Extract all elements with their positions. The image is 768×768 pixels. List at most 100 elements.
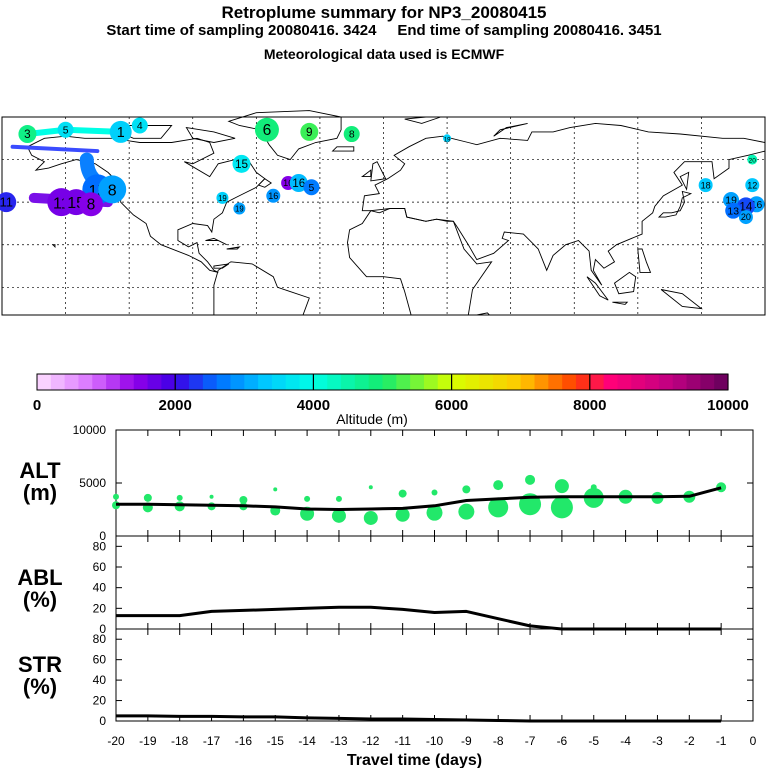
plume-marker-label: 15 (235, 158, 249, 171)
plume-point (398, 489, 407, 498)
plume-marker-dot (216, 191, 229, 204)
colorbar-cell (575, 374, 591, 390)
colorbar-cell (189, 374, 204, 390)
colorbar-cell (327, 374, 342, 390)
plume-trail (10, 144, 100, 154)
colorbar-cell (700, 374, 715, 390)
x-tick-label: -2 (684, 734, 695, 748)
colorbar-cell (78, 374, 93, 390)
plume-marker-label: 19 (218, 194, 227, 203)
plume-marker-label: 19 (444, 137, 451, 143)
colorbar-cell (631, 374, 646, 390)
colorbar-cells (37, 374, 729, 390)
colorbar-cell (285, 374, 301, 390)
colorbar-cell (216, 374, 232, 390)
plume-marker: 6 (254, 117, 279, 142)
y-tick-label: 5000 (79, 476, 106, 490)
colorbar-cell (230, 374, 245, 390)
plume-marker-label: 20 (749, 158, 757, 165)
altitude-colorbar: 0 2000 4000 6000 8000 10000 Altitude (m) (33, 373, 749, 427)
colorbar-cell (479, 374, 494, 390)
coastline (185, 127, 236, 143)
coastline (493, 122, 528, 137)
plume-marker: 16 (266, 188, 281, 203)
series-line (116, 714, 722, 723)
plume-marker-label: 5 (63, 125, 69, 136)
map-graticule (2, 117, 765, 315)
x-tick-label: -1 (716, 734, 727, 748)
plume-marker-dot (266, 188, 281, 203)
plot-title: Retroplume summary for NP3_20080415 (221, 3, 547, 22)
plume-marker-dot (254, 117, 279, 142)
colorbar-cell (451, 374, 467, 390)
series-line (116, 605, 722, 631)
coastline (213, 263, 230, 269)
plume-marker-dot (725, 202, 742, 219)
coastline (331, 146, 355, 152)
colorbar-cell (258, 374, 273, 390)
plume-point (143, 493, 152, 502)
plume-marker: 5 (57, 121, 74, 138)
coastline (660, 289, 703, 310)
plume-marker-label: 16 (292, 177, 305, 190)
start-time-label: Start time of sampling 20080416. 3424 (106, 22, 377, 39)
plume-point (335, 495, 342, 502)
plume-marker: 9 (300, 122, 319, 141)
plume-point (174, 501, 185, 512)
panel-title: ABL (17, 565, 62, 590)
plume-marker: 13 (725, 202, 742, 219)
plume-marker-dot (745, 178, 760, 193)
x-tick-label: -17 (203, 734, 221, 748)
plume-marker-dot (79, 192, 104, 217)
plume-marker-dot (343, 126, 360, 143)
plume-marker-label: 16 (751, 200, 763, 211)
colorbar-tick-label: 10000 (707, 397, 749, 414)
plume-marker-dot (232, 154, 251, 173)
plume-marker-label: 3 (24, 128, 31, 141)
plume-marker-label: 14 (739, 200, 753, 213)
coastline (361, 122, 766, 286)
x-tick-label: -19 (139, 734, 157, 748)
panel-abl: ABL(%) 80 60 40 20 0 (17, 535, 754, 636)
plume-marker: 3 (18, 125, 37, 144)
colorbar-cell (299, 374, 314, 390)
plume-point (363, 510, 378, 525)
colorbar-cell (175, 374, 190, 390)
plume-marker-label: 8 (87, 197, 96, 214)
coastline (205, 237, 227, 246)
colorbar-tick-label: 6000 (435, 397, 468, 414)
plume-point (368, 485, 373, 490)
colorbar-cell (147, 374, 162, 390)
colorbar-cell (133, 374, 149, 390)
colorbar-ticks: 0 2000 4000 6000 8000 10000 (33, 374, 749, 414)
colorbar-cell (658, 374, 674, 390)
colorbar-cell (672, 374, 688, 390)
y-tick-label: 20 (93, 601, 107, 615)
x-tick-label: -20 (107, 734, 125, 748)
colorbar-cell (589, 374, 605, 390)
panel-units: (%) (23, 587, 57, 612)
plume-marker-dot (131, 117, 148, 134)
colorbar-cell (396, 374, 411, 390)
x-tick-label: -9 (461, 734, 472, 748)
plume-marker-dot (303, 179, 320, 196)
colorbar-tick-label: 0 (33, 397, 41, 414)
colorbar-cell (493, 374, 508, 390)
colorbar-cell (410, 374, 425, 390)
colorbar-label: Altitude (m) (336, 411, 408, 427)
colorbar-cell (714, 374, 729, 390)
panel-title: ALT (19, 458, 61, 483)
end-time-label: End time of sampling 20080416. 3451 (397, 22, 662, 39)
y-tick-label: 0 (99, 714, 106, 728)
y-tick-label: 40 (93, 581, 107, 595)
plume-marker-label: 9 (306, 126, 313, 139)
x-tick-label: -18 (171, 734, 189, 748)
colorbar-cell (244, 374, 259, 390)
colorbar-tick-label: 2000 (159, 397, 192, 414)
met-data-label: Meteorological data used is ECMWF (263, 46, 505, 62)
x-tick-label: -4 (620, 734, 631, 748)
coastline (679, 171, 690, 191)
x-tick-label: -12 (362, 734, 380, 748)
